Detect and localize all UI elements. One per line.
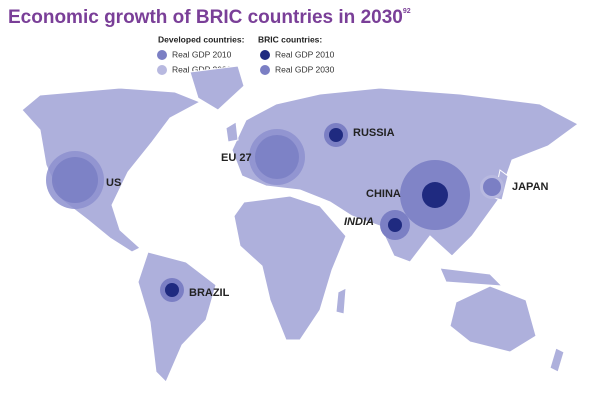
bubble-2010 — [483, 178, 501, 196]
country-label: EU 27 — [221, 152, 252, 164]
greenland — [189, 65, 245, 111]
legend-swatch — [157, 50, 167, 60]
country-label: JAPAN — [512, 181, 549, 193]
title-note: 92 — [403, 8, 411, 15]
country-label: CHINA — [366, 188, 401, 200]
country-labels: US EU 27 RUSSIA CHINA INDIA JAPAN BRAZIL — [106, 127, 549, 299]
bubble-2010 — [329, 128, 343, 142]
africa — [233, 195, 347, 341]
legend-heading: BRIC countries: — [258, 34, 322, 44]
uk — [225, 121, 239, 143]
madagascar — [335, 287, 347, 315]
north-america — [21, 87, 202, 253]
indonesia — [439, 267, 504, 287]
legend-item: Real GDP 2010 — [172, 49, 232, 59]
legend-item: Real GDP 2010 — [275, 49, 335, 59]
country-label: BRAZIL — [189, 287, 230, 299]
legend-item: Real GDP 2030 — [275, 64, 335, 74]
legend: Developed countries: Real GDP 2010 Real … — [157, 34, 335, 75]
south-america — [137, 251, 217, 383]
bubble-2010 — [165, 283, 179, 297]
eurasia — [231, 87, 579, 263]
bubbles — [46, 123, 504, 302]
new-zealand — [549, 347, 565, 373]
legend-swatch — [157, 65, 167, 75]
country-label: INDIA — [344, 216, 374, 228]
bubble-2010 — [255, 135, 299, 179]
legend-heading: Developed countries: — [158, 34, 245, 44]
title-text: Economic growth of BRIC countries in 203… — [8, 7, 403, 28]
bubble-2010 — [422, 182, 448, 208]
country-label: RUSSIA — [353, 127, 395, 139]
legend-item: Real GDP 2030 — [172, 64, 232, 74]
bubble-2010 — [52, 157, 98, 203]
legend-swatch — [260, 65, 270, 75]
australia — [449, 285, 537, 353]
country-label: US — [106, 177, 121, 189]
world-map — [21, 65, 579, 383]
title: Economic growth of BRIC countries in 203… — [8, 7, 411, 28]
bubble-2010 — [388, 218, 402, 232]
legend-swatch — [260, 50, 270, 60]
